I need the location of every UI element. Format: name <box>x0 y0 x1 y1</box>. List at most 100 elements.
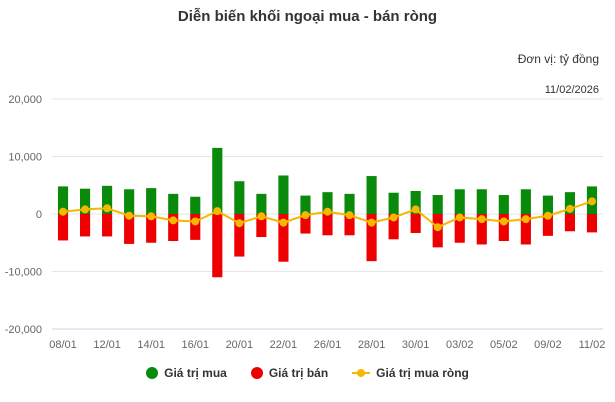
buy-bar[interactable] <box>168 193 179 214</box>
legend-sell-marker <box>250 367 263 379</box>
y-tick-label: 0 <box>36 209 42 221</box>
buy-bar[interactable] <box>542 195 553 214</box>
buy-bar[interactable] <box>190 196 201 214</box>
buy-bar[interactable] <box>102 185 113 214</box>
net-point[interactable] <box>257 212 266 221</box>
net-point[interactable] <box>521 215 530 224</box>
net-point[interactable] <box>367 218 376 227</box>
legend-buy-marker <box>146 367 159 379</box>
buy-bar[interactable] <box>498 195 509 214</box>
net-point[interactable] <box>191 217 200 226</box>
buy-bar[interactable] <box>124 189 135 214</box>
sell-bar[interactable] <box>410 214 421 233</box>
sell-bar[interactable] <box>454 214 465 243</box>
sell-bar[interactable] <box>79 214 91 237</box>
sell-bar[interactable] <box>212 214 223 278</box>
x-tick-label: 28/01 <box>358 339 386 351</box>
sell-bar[interactable] <box>344 214 355 236</box>
net-point[interactable] <box>147 212 156 221</box>
x-axis: 08/01 12/01 14/01 16/01 20/01 22/01 26/01 28/01… <box>49 328 605 351</box>
buy-bar[interactable] <box>234 181 245 214</box>
sell-bar[interactable] <box>168 214 179 242</box>
net-point[interactable] <box>411 205 420 214</box>
net-point[interactable] <box>301 211 310 220</box>
buy-bar[interactable] <box>410 191 421 214</box>
x-tick-label: 26/01 <box>314 339 342 351</box>
net-point[interactable] <box>345 211 354 220</box>
net-point[interactable] <box>125 211 134 220</box>
buy-bar[interactable] <box>432 195 443 214</box>
sell-bar[interactable] <box>190 214 201 240</box>
sell-bar[interactable] <box>256 214 267 237</box>
buy-bar[interactable] <box>278 175 289 214</box>
buy-bar[interactable] <box>564 192 576 214</box>
x-tick-label: 30/01 <box>402 339 430 351</box>
buy-bar[interactable] <box>212 147 223 214</box>
legend-sell-label: Giá trị bán <box>268 366 329 380</box>
sell-bar[interactable] <box>520 214 531 245</box>
sell-bar[interactable] <box>146 214 157 243</box>
unit-label: Đơn vị: tỷ đồng <box>517 52 599 66</box>
sell-bar[interactable] <box>234 214 245 257</box>
sell-bar[interactable] <box>542 214 553 236</box>
net-point[interactable] <box>433 223 442 232</box>
buy-bar[interactable] <box>454 189 465 214</box>
net-point[interactable] <box>565 204 574 213</box>
sell-bar[interactable] <box>498 214 509 242</box>
net-point[interactable] <box>235 219 244 228</box>
y-tick-label: 10,000 <box>8 152 42 164</box>
buy-bar[interactable] <box>256 193 267 214</box>
legend-net-marker <box>352 367 371 379</box>
x-tick-label: 20/01 <box>226 339 254 351</box>
bars <box>57 147 598 278</box>
sell-bar[interactable] <box>564 214 576 232</box>
net-point[interactable] <box>455 213 464 222</box>
sell-bar[interactable] <box>366 214 377 262</box>
net-point[interactable] <box>59 207 68 216</box>
buy-bar[interactable] <box>322 192 333 214</box>
net-point[interactable] <box>587 197 596 206</box>
net-point[interactable] <box>103 204 112 213</box>
net-point[interactable] <box>543 211 552 220</box>
legend-buy-label: Giá trị mua <box>164 366 227 380</box>
x-tick-label: 08/01 <box>49 339 77 351</box>
buy-bar[interactable] <box>388 192 399 214</box>
buy-bar[interactable] <box>344 193 355 214</box>
net-point[interactable] <box>279 218 288 227</box>
legend-item-sell[interactable]: Giá trị bán <box>250 366 329 380</box>
net-point[interactable] <box>477 215 486 224</box>
legend-net-label: Giá trị mua ròng <box>376 366 469 380</box>
net-point[interactable] <box>389 213 398 222</box>
buy-bar[interactable] <box>476 189 487 214</box>
buy-bar[interactable] <box>146 188 157 214</box>
y-tick-label: -20,000 <box>5 324 42 336</box>
buy-bar[interactable] <box>57 186 69 214</box>
sell-bar[interactable] <box>300 214 311 234</box>
sell-bar[interactable] <box>476 214 487 245</box>
sell-bar[interactable] <box>124 214 135 244</box>
sell-bar[interactable] <box>586 214 598 233</box>
net-line <box>59 197 596 232</box>
sell-bar[interactable] <box>322 214 333 236</box>
sell-bar[interactable] <box>57 214 69 241</box>
sell-bar[interactable] <box>102 214 113 237</box>
buy-bar[interactable] <box>300 195 311 214</box>
x-tick-label: 09/02 <box>534 339 562 351</box>
buy-bar[interactable] <box>520 189 531 214</box>
buy-bar[interactable] <box>79 188 91 214</box>
net-point[interactable] <box>323 207 332 216</box>
net-point[interactable] <box>169 216 178 225</box>
y-axis: 20,000 10,000 0 -10,000 -20,000 <box>5 94 42 336</box>
net-point[interactable] <box>81 205 90 214</box>
sell-bar[interactable] <box>278 214 289 262</box>
net-point[interactable] <box>499 217 508 226</box>
sell-bar[interactable] <box>388 214 399 240</box>
date-label: 11/02/2026 <box>544 84 599 96</box>
net-point[interactable] <box>213 207 222 216</box>
legend-item-buy[interactable]: Giá trị mua <box>146 366 227 380</box>
y-tick-label: 20,000 <box>8 94 42 106</box>
chart-title: Diễn biến khối ngoại mua - bán ròng <box>177 8 438 25</box>
buy-bar[interactable] <box>366 176 377 214</box>
x-tick-label: 05/02 <box>490 339 518 351</box>
legend-item-net[interactable]: Giá trị mua ròng <box>352 366 469 380</box>
